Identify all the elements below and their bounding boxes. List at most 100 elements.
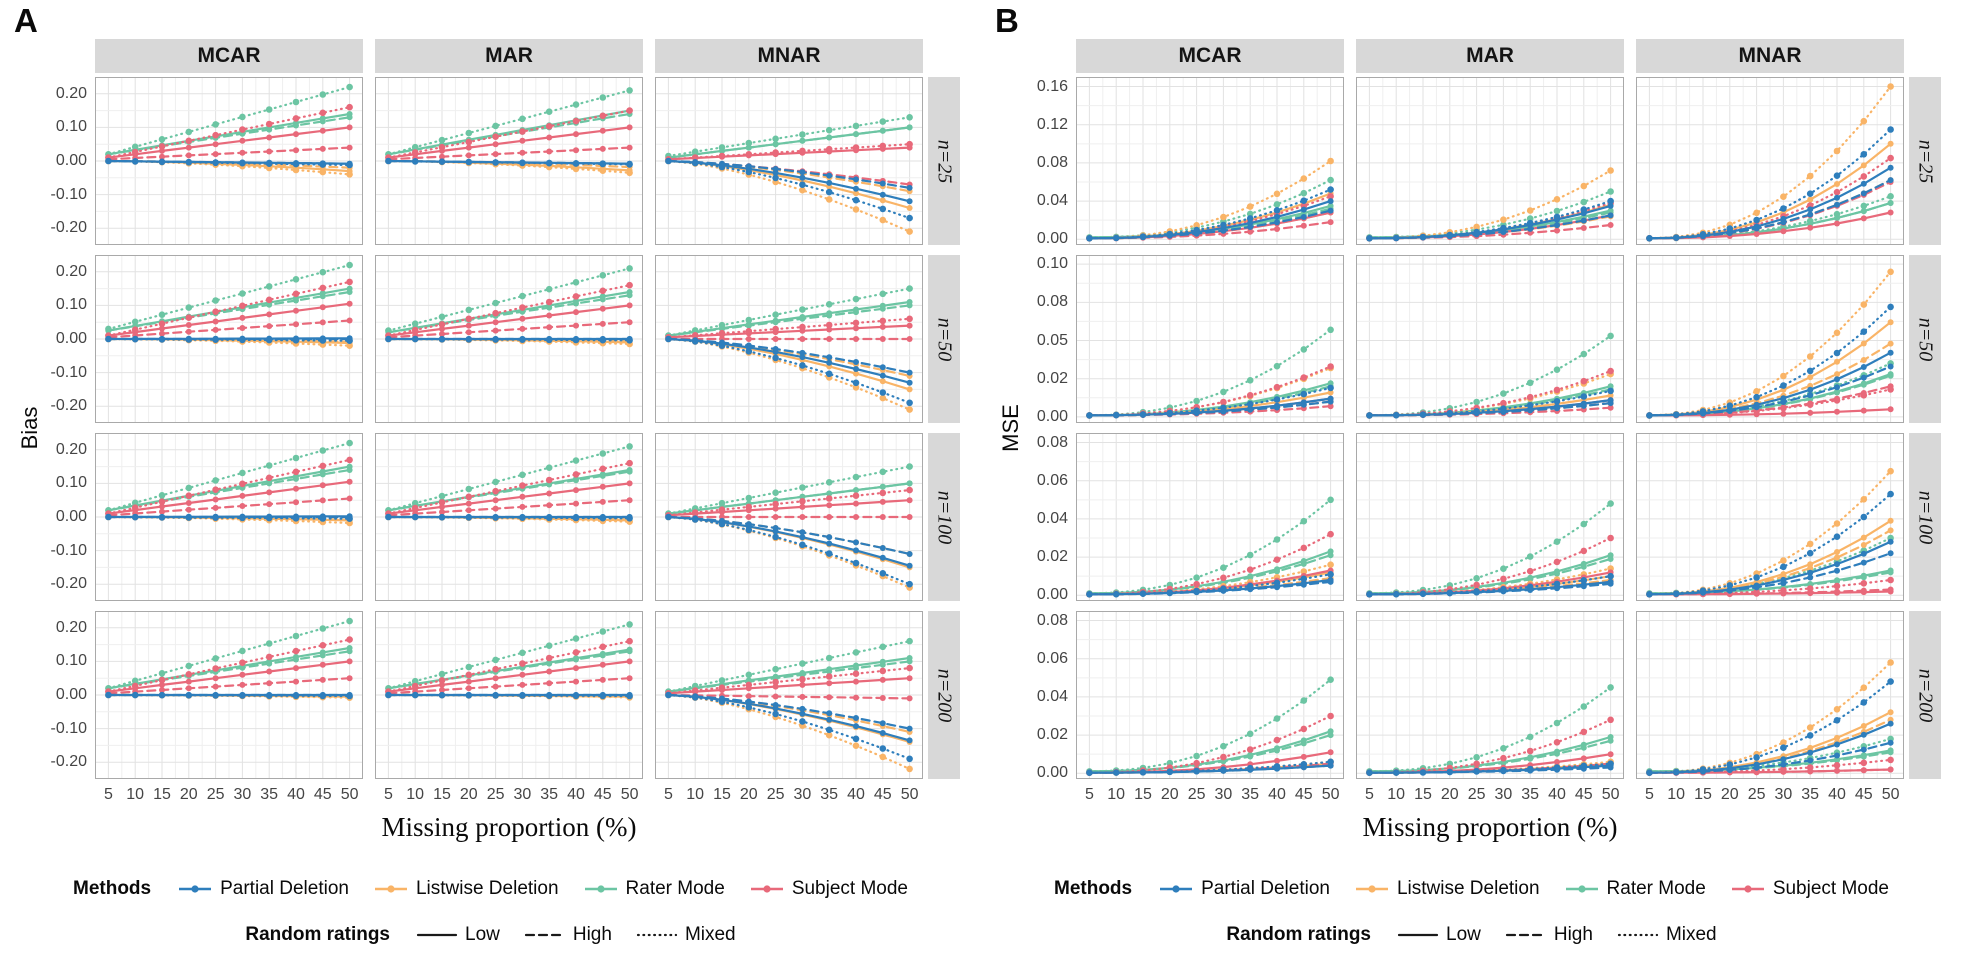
data-point [465, 152, 472, 159]
x-tick-label: 10 [686, 786, 705, 803]
x-tick-label: 10 [126, 786, 145, 803]
data-point [1860, 162, 1867, 169]
x-tick-label: 10 [406, 786, 425, 803]
data-point [319, 118, 326, 125]
data-point [691, 154, 699, 161]
facet-plot-A-MAR-n=25 [375, 77, 643, 245]
data-point [492, 141, 499, 148]
data-point [212, 477, 219, 484]
series-line [387, 337, 631, 346]
data-point [1753, 764, 1760, 771]
data-point [825, 654, 833, 662]
data-point [1860, 151, 1868, 158]
legend-item-mixed: Mixed [1617, 924, 1717, 946]
data-point [626, 459, 633, 467]
data-point [826, 514, 833, 520]
data-point [185, 514, 193, 521]
data-point [1527, 407, 1534, 414]
series-line [1368, 557, 1612, 595]
data-point [1327, 157, 1334, 165]
data-point [879, 317, 887, 325]
facet-plot-A-MAR-n=200 [375, 611, 643, 779]
data-point [293, 307, 299, 314]
legend-item-low: Low [1397, 924, 1481, 946]
data-point [1580, 520, 1588, 528]
data-point [293, 147, 299, 154]
data-point [1580, 206, 1588, 213]
data-point [292, 166, 300, 174]
data-point [346, 161, 353, 169]
legend-item-label: Listwise Deletion [1396, 878, 1540, 899]
data-point [745, 316, 753, 324]
data-point [879, 394, 887, 402]
data-point [346, 342, 353, 349]
data-point [1860, 580, 1868, 587]
data-point [1699, 766, 1707, 773]
data-point [519, 493, 526, 500]
data-point [745, 151, 753, 158]
data-point [1887, 363, 1894, 370]
data-point [212, 486, 219, 493]
legend-item-label: Listwise Deletion [415, 878, 559, 899]
y-tick-label: 0.10 [55, 474, 87, 492]
legend-item-label: Rater Mode [625, 878, 725, 899]
data-point [239, 325, 246, 331]
data-point [826, 540, 833, 547]
data-point [239, 149, 246, 156]
legend-item-label: Mixed [684, 924, 736, 945]
y-tick-label: 0.00 [1036, 230, 1068, 248]
data-point [465, 692, 473, 699]
data-point [266, 668, 273, 675]
data-point [1860, 357, 1867, 363]
data-point [1300, 222, 1307, 229]
data-point [572, 514, 580, 522]
data-point [599, 483, 606, 490]
data-point [1860, 190, 1867, 197]
series-line [387, 640, 631, 693]
data-point [1500, 575, 1507, 583]
data-point [879, 216, 887, 224]
data-point [346, 439, 353, 447]
data-point [158, 136, 166, 143]
data-point [1887, 569, 1894, 576]
facet-canvas [1356, 611, 1624, 779]
data-point [1327, 571, 1334, 578]
data-point [825, 726, 833, 734]
data-point [1274, 568, 1280, 575]
data-point [1327, 403, 1334, 410]
data-point [1726, 582, 1734, 589]
data-point [1327, 207, 1334, 214]
data-point [545, 692, 553, 699]
data-point [1166, 409, 1174, 417]
data-point [319, 168, 327, 176]
data-point [1607, 534, 1614, 542]
data-point [411, 513, 419, 521]
data-point [1834, 194, 1840, 201]
data-point [159, 503, 165, 510]
data-point [1220, 398, 1227, 406]
data-point [799, 541, 806, 549]
data-point [1860, 684, 1868, 691]
data-point [546, 134, 553, 141]
x-tick-label: 30 [1214, 786, 1233, 803]
data-point [1193, 407, 1200, 414]
line-dot-swatch-icon [1355, 885, 1388, 893]
facet-col-strip-mnar: MNAR [1636, 39, 1904, 73]
data-point [158, 514, 166, 521]
data-point [826, 312, 833, 319]
data-point [1193, 752, 1200, 760]
x-tick-label: 40 [847, 786, 865, 803]
data-point [879, 468, 887, 476]
data-point [1780, 382, 1787, 389]
data-point [599, 643, 607, 651]
data-point [438, 492, 446, 500]
data-point [879, 676, 886, 683]
facet-row-strip-n50: n=50 [928, 255, 960, 423]
data-point [1753, 388, 1760, 395]
data-point [1607, 751, 1614, 758]
data-point [411, 158, 419, 165]
data-point [293, 321, 299, 328]
data-point [1753, 754, 1760, 761]
data-point [159, 153, 165, 160]
data-point [212, 683, 219, 690]
